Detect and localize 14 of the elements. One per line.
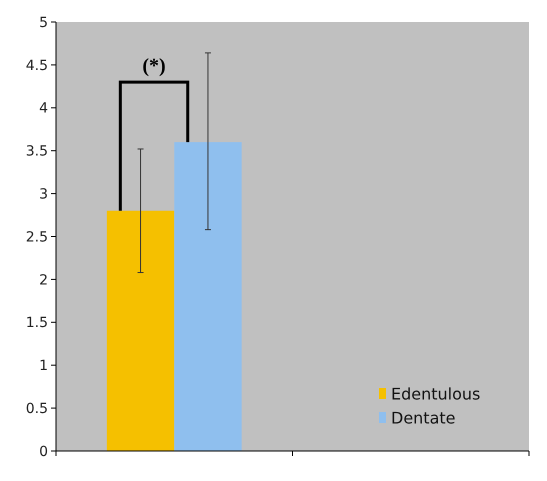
y-tick-label: 2.5 [26,229,48,246]
y-tick-label: 5 [39,14,48,31]
legend-label: Edentulous [391,384,480,404]
y-tick-label: 1 [39,358,48,374]
y-tick-label: 2 [39,272,48,288]
y-tick-label: 4.5 [26,58,48,74]
y-tick-label: 1.5 [26,315,48,332]
y-tick-label: 0 [39,444,48,460]
legend-label: Dentate [391,408,456,428]
y-tick-label: 3 [39,186,48,202]
y-tick-label: 3.5 [26,144,48,160]
y-tick-label: 4 [39,100,48,117]
annotation: (*) [142,55,166,78]
y-tick-label: 0.5 [26,401,48,417]
